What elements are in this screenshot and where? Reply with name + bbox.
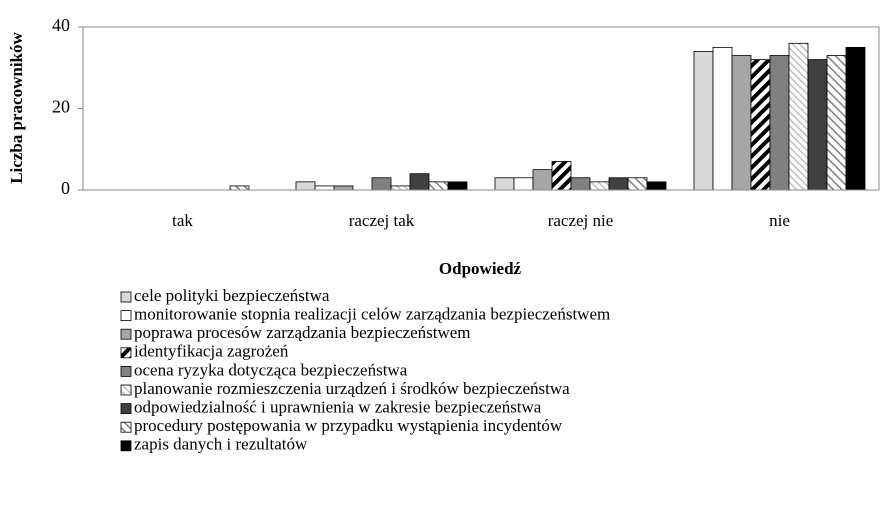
- legend-swatch: [120, 384, 132, 396]
- bar: [295, 181, 316, 191]
- y-tick-label: 20: [52, 97, 70, 117]
- bar: [712, 46, 733, 191]
- legend-swatch: [120, 403, 132, 415]
- bar: [788, 42, 809, 191]
- bar: [627, 177, 648, 191]
- bar: [333, 185, 354, 191]
- x-tick-label: nie: [769, 211, 790, 230]
- legend-swatch: [120, 310, 132, 322]
- bar: [693, 51, 714, 191]
- bar: [646, 181, 667, 191]
- bar: [371, 177, 392, 191]
- bar: [551, 161, 572, 191]
- bar: [807, 59, 828, 191]
- legend-label: zapis danych i rezultatów: [134, 435, 308, 454]
- legend-swatch: [120, 291, 132, 303]
- bar: [409, 173, 430, 191]
- legend-swatch: [120, 347, 132, 359]
- legend-label: monitorowanie stopnia realizacji celów z…: [134, 305, 610, 324]
- bar: [731, 55, 752, 191]
- y-tick-label: 40: [52, 15, 70, 35]
- x-tick-label: raczej nie: [548, 211, 614, 230]
- bar: [750, 59, 771, 191]
- y-tick-label: 0: [61, 178, 70, 198]
- bar: [570, 177, 591, 191]
- y-axis-label: Liczba pracowników: [7, 31, 26, 183]
- bar: [390, 185, 411, 191]
- x-tick-label: raczej tak: [349, 211, 415, 230]
- bar: [229, 185, 250, 191]
- legend-swatch: [120, 328, 132, 340]
- x-axis-label: Odpowiedź: [439, 259, 522, 278]
- bar: [494, 177, 515, 191]
- legend-label: procedury postępowania w przypadku wystą…: [134, 416, 563, 435]
- legend-label: identyfikacja zagrożeń: [134, 342, 289, 361]
- legend-label: ocena ryzyka dotycząca bezpieczeństwa: [134, 360, 408, 379]
- legend-label: cele polityki bezpieczeństwa: [134, 286, 330, 305]
- bar: [532, 169, 553, 191]
- bar: [589, 181, 610, 191]
- x-tick-label: tak: [172, 211, 193, 230]
- legend-label: odpowiedzialność i uprawnienia w zakresi…: [134, 398, 542, 417]
- bar: [845, 46, 866, 191]
- legend-swatch: [120, 421, 132, 433]
- legend-swatch: [120, 365, 132, 377]
- bar: [769, 55, 790, 191]
- bar: [428, 181, 449, 191]
- bar: [826, 55, 847, 191]
- bar: [447, 181, 468, 191]
- legend-label: planowanie rozmieszczenia urządzeń i śro…: [134, 379, 570, 398]
- legend-swatch: [120, 440, 132, 452]
- legend-label: poprawa procesów zarządzania bezpieczeńs…: [134, 323, 471, 342]
- bar: [314, 185, 335, 191]
- bar: [608, 177, 629, 191]
- bar: [513, 177, 534, 191]
